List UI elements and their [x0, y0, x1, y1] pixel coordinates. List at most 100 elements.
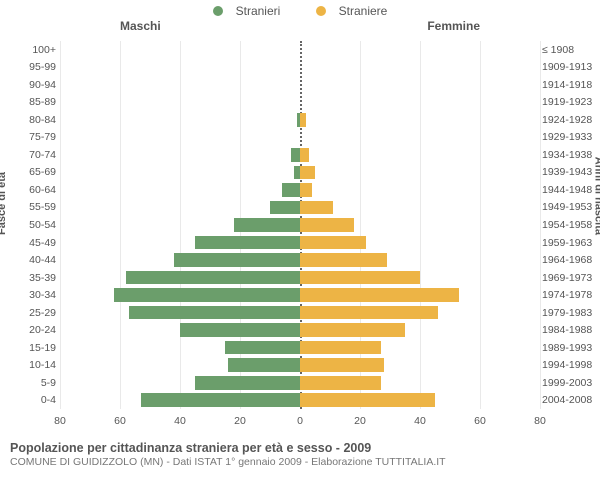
age-label: 30-34 [14, 289, 56, 301]
pyramid-row: 25-291979-1983 [60, 304, 540, 322]
birth-label: ≤ 1908 [542, 44, 596, 56]
birth-label: 1964-1968 [542, 254, 596, 266]
x-tick-label: 40 [174, 415, 186, 427]
age-label: 65-69 [14, 166, 56, 178]
bar-female [300, 148, 309, 162]
pyramid-row: 85-891919-1923 [60, 94, 540, 112]
age-label: 60-64 [14, 184, 56, 196]
x-tick-label: 60 [474, 415, 486, 427]
header-male: Maschi [120, 19, 161, 33]
pyramid-row: 5-91999-2003 [60, 374, 540, 392]
bar-male [234, 218, 300, 232]
legend-label-female: Straniere [339, 4, 388, 18]
birth-label: 1984-1988 [542, 324, 596, 336]
legend: Stranieri Straniere [0, 0, 600, 19]
age-label: 40-44 [14, 254, 56, 266]
pyramid-row: 90-941914-1918 [60, 76, 540, 94]
age-label: 85-89 [14, 96, 56, 108]
birth-label: 1934-1938 [542, 149, 596, 161]
caption: Popolazione per cittadinanza straniera p… [0, 435, 600, 468]
birth-label: 1959-1963 [542, 237, 596, 249]
pyramid-row: 70-741934-1938 [60, 146, 540, 164]
plot-area: Fasce di età Anni di nascita 100+≤ 19089… [0, 35, 600, 435]
pyramid-row: 55-591949-1953 [60, 199, 540, 217]
x-axis: 80604020020406080 [60, 411, 540, 435]
bar-rows: 100+≤ 190895-991909-191390-941914-191885… [60, 41, 540, 409]
birth-label: 1994-1998 [542, 359, 596, 371]
age-label: 80-84 [14, 114, 56, 126]
age-label: 25-29 [14, 307, 56, 319]
legend-swatch-female [316, 6, 326, 16]
legend-item-male: Stranieri [205, 4, 289, 18]
pyramid-row: 50-541954-1958 [60, 216, 540, 234]
birth-label: 1949-1953 [542, 201, 596, 213]
bar-male [225, 341, 300, 355]
age-label: 75-79 [14, 131, 56, 143]
pyramid-row: 95-991909-1913 [60, 59, 540, 77]
x-tick-label: 0 [297, 415, 303, 427]
birth-label: 1974-1978 [542, 289, 596, 301]
legend-swatch-male [213, 6, 223, 16]
bar-female [300, 358, 384, 372]
bar-female [300, 201, 333, 215]
pyramid-row: 75-791929-1933 [60, 129, 540, 147]
column-headers: Maschi Femmine [0, 19, 600, 35]
birth-label: 1979-1983 [542, 307, 596, 319]
bar-female [300, 341, 381, 355]
pyramid-row: 40-441964-1968 [60, 251, 540, 269]
birth-label: 1929-1933 [542, 131, 596, 143]
age-label: 95-99 [14, 61, 56, 73]
bar-female [300, 218, 354, 232]
bar-male [195, 376, 300, 390]
age-label: 90-94 [14, 79, 56, 91]
x-tick-label: 20 [354, 415, 366, 427]
bar-female [300, 113, 306, 127]
bar-male [228, 358, 300, 372]
bar-male [180, 323, 300, 337]
pyramid-row: 15-191989-1993 [60, 339, 540, 357]
birth-label: 1909-1913 [542, 61, 596, 73]
birth-label: 1944-1948 [542, 184, 596, 196]
age-label: 55-59 [14, 201, 56, 213]
pyramid-row: 20-241984-1988 [60, 321, 540, 339]
pyramid-row: 65-691939-1943 [60, 164, 540, 182]
caption-title: Popolazione per cittadinanza straniera p… [10, 441, 592, 455]
birth-label: 1969-1973 [542, 272, 596, 284]
bar-male [282, 183, 300, 197]
age-label: 15-19 [14, 342, 56, 354]
bar-female [300, 306, 438, 320]
bar-male [291, 148, 300, 162]
age-label: 45-49 [14, 237, 56, 249]
bar-male [114, 288, 300, 302]
age-label: 10-14 [14, 359, 56, 371]
x-tick-label: 80 [54, 415, 66, 427]
legend-label-male: Stranieri [236, 4, 281, 18]
pyramid-row: 100+≤ 1908 [60, 41, 540, 59]
birth-label: 1999-2003 [542, 377, 596, 389]
birth-label: 1939-1943 [542, 166, 596, 178]
bar-male [129, 306, 300, 320]
x-tick-label: 60 [114, 415, 126, 427]
pyramid-row: 80-841924-1928 [60, 111, 540, 129]
age-label: 70-74 [14, 149, 56, 161]
caption-subtitle: COMUNE DI GUIDIZZOLO (MN) - Dati ISTAT 1… [10, 456, 592, 468]
pyramid-row: 30-341974-1978 [60, 286, 540, 304]
bar-male [270, 201, 300, 215]
bar-female [300, 253, 387, 267]
birth-label: 1919-1923 [542, 96, 596, 108]
pyramid-row: 35-391969-1973 [60, 269, 540, 287]
bar-male [174, 253, 300, 267]
age-label: 5-9 [14, 377, 56, 389]
age-label: 0-4 [14, 394, 56, 406]
age-label: 35-39 [14, 272, 56, 284]
bar-female [300, 288, 459, 302]
pyramid-row: 60-641944-1948 [60, 181, 540, 199]
age-label: 20-24 [14, 324, 56, 336]
birth-label: 1954-1958 [542, 219, 596, 231]
y-axis-left-title: Fasce di età [0, 172, 8, 235]
chart-container: { "chart": { "type": "population-pyramid… [0, 0, 600, 500]
bar-female [300, 166, 315, 180]
bar-female [300, 323, 405, 337]
legend-item-female: Straniere [308, 4, 396, 18]
bar-female [300, 376, 381, 390]
